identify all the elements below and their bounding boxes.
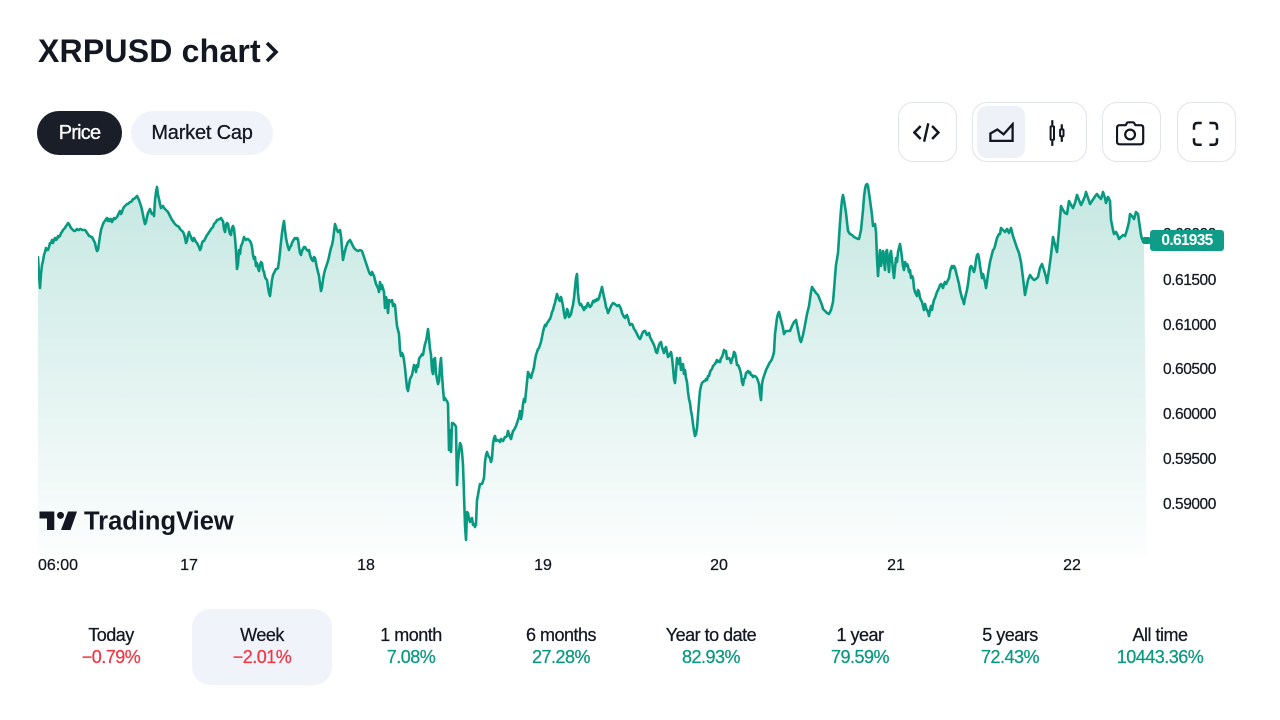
svg-text:TradingView: TradingView xyxy=(84,508,234,536)
